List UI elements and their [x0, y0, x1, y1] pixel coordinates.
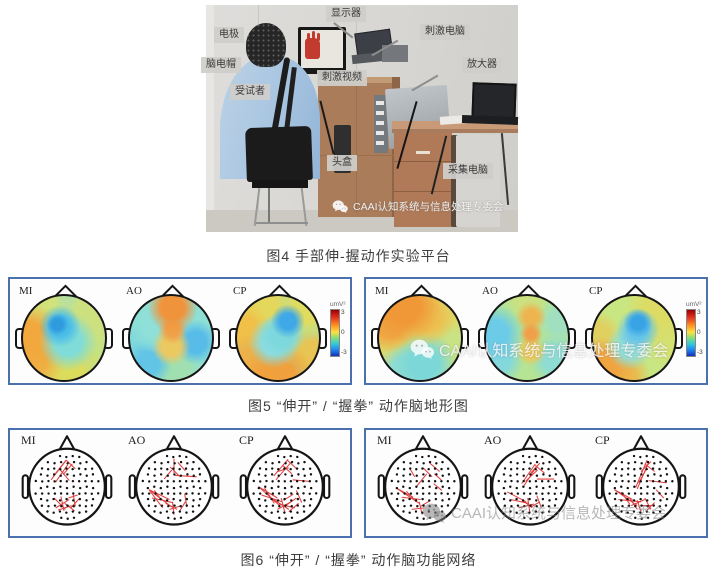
colorbar-ticks: 3 0 -3	[340, 309, 352, 359]
colorbar-gradient	[686, 309, 696, 357]
topomap-cp: CP	[229, 279, 327, 383]
photo-label-electrode: 电极	[214, 27, 244, 43]
watermark-text: CAAI认知系统与信息处理专委会	[353, 201, 504, 213]
network-head-cp: CP	[235, 431, 335, 537]
scalp-map	[377, 294, 463, 382]
photo-drawer-handle	[416, 151, 430, 154]
figure5-panel-extend: MI AO CP umV² 3 0 -3	[8, 277, 352, 385]
photo-label-monitor: 显示器	[326, 6, 366, 22]
photo-label-headbox: 头盒	[327, 155, 357, 171]
wechat-icon	[410, 339, 434, 359]
photo-label-stim-computer: 刺激电脑	[420, 24, 470, 40]
photo-hand-finger	[312, 31, 315, 40]
topomap-ao: AO	[478, 279, 576, 383]
photo-watermark: CAAI认知系统与信息处理专委会	[332, 199, 504, 214]
figure5-watermark: CAAI认知系统与信息处理专委会	[410, 337, 668, 361]
map-label: MI	[21, 433, 36, 447]
colorbar-label: umV²	[686, 301, 702, 308]
photo-desk-surface	[392, 121, 518, 130]
network-plot	[239, 435, 331, 526]
photo-label-acq-computer: 采集电脑	[443, 163, 493, 179]
network-head-ao: AO	[480, 431, 580, 537]
map-label: MI	[19, 285, 33, 297]
map-label: MI	[377, 433, 392, 447]
colorbar-tick: 3	[697, 309, 701, 316]
colorbar-tick: 0	[697, 329, 701, 336]
map-label: AO	[482, 285, 498, 297]
map-label: CP	[589, 285, 603, 297]
figure5-panel-fist: MI AO CP umV² 3 0 -3 CAAI认知系统与信息处理专委会	[364, 277, 708, 385]
network-head-cp: CP	[591, 431, 691, 537]
topomap-mi: MI	[15, 279, 113, 383]
colorbar: umV² 3 0 -3	[686, 301, 708, 357]
network-plot	[484, 435, 576, 526]
colorbar-tick: 3	[341, 309, 345, 316]
map-label: MI	[375, 285, 389, 297]
watermark-text: CAAI认知系统与信息处理专委会	[451, 505, 667, 522]
photo-hand-finger	[307, 33, 310, 41]
photo-drawer-seam	[394, 191, 452, 192]
photo-cabinet-seam	[319, 155, 399, 156]
wall-left-strip	[206, 5, 214, 232]
photo-drawer-seam	[394, 161, 452, 162]
photo-chair-back	[245, 125, 313, 183]
photo-label-subject: 受试者	[230, 84, 270, 100]
network-plot	[128, 435, 220, 526]
scalp-map	[128, 294, 214, 382]
scalp-map	[21, 294, 107, 382]
photo-chair-bar	[256, 222, 308, 224]
photo-label-eeg-cap: 脑电帽	[201, 57, 241, 73]
figure6-panel-fist: MI AO CP CAAI认知系统与信息处理专委会	[364, 428, 708, 538]
colorbar-ticks: 3 0 -3	[696, 309, 708, 359]
figure4-caption: 图4 手部伸-握动作实验平台	[266, 248, 451, 264]
photo-eeg-cap	[246, 23, 286, 67]
photo-device-box	[382, 45, 408, 62]
colorbar-label: umV²	[330, 301, 346, 308]
figure6-panel-extend: MI AO CP	[8, 428, 352, 538]
colorbar-gradient	[330, 309, 340, 357]
colorbar-tick: -3	[697, 349, 703, 356]
photo-chair-seat	[252, 180, 308, 188]
photo-cable	[500, 133, 510, 205]
scalp-map	[235, 294, 321, 382]
figure5-caption: 图5 “伸开” / “握拳” 动作脑地形图	[248, 398, 469, 414]
network-head-mi: MI	[17, 431, 117, 537]
photo-amplifier-connectors	[376, 101, 384, 145]
photo-pc-tower	[456, 135, 500, 227]
network-plot	[21, 435, 113, 526]
topomap-ao: AO	[122, 279, 220, 383]
figure6-watermark: CAAI认知系统与信息处理专委会	[422, 502, 666, 523]
photo-chair-leg	[268, 188, 270, 222]
map-label: AO	[126, 285, 142, 297]
topomap-cp: CP	[585, 279, 683, 383]
photo-label-amplifier: 放大器	[462, 57, 502, 73]
wechat-icon	[422, 503, 446, 523]
scalp-map	[591, 294, 677, 382]
colorbar-tick: -3	[341, 349, 347, 356]
map-label: AO	[128, 433, 146, 447]
figure6-caption: 图6 “伸开” / “握拳” 动作脑功能网络	[240, 552, 477, 568]
photo-hand-finger	[317, 33, 320, 41]
topomap-mi: MI	[371, 279, 469, 383]
network-head-mi: MI	[373, 431, 473, 537]
photo-desk-edge	[392, 129, 518, 133]
network-plot	[595, 435, 687, 526]
colorbar-tick: 0	[341, 329, 345, 336]
network-plot	[377, 435, 469, 526]
photo-cabinet-seam	[356, 83, 357, 213]
map-label: CP	[233, 285, 247, 297]
scalp-map	[484, 294, 570, 382]
colorbar: umV² 3 0 -3	[330, 301, 352, 357]
map-label: CP	[239, 433, 254, 447]
network-head-ao: AO	[124, 431, 224, 537]
figure4-photo: 显示器 电极 刺激电脑 脑电帽 刺激视频 放大器 受试者 头盒 采集电脑 CAA…	[201, 5, 519, 232]
watermark-text: CAAI认知系统与信息处理专委会	[439, 343, 669, 360]
photo-label-stim-video: 刺激视频	[317, 70, 367, 86]
wechat-icon	[332, 200, 348, 213]
map-label: CP	[595, 433, 610, 447]
photo-hand-image	[305, 38, 320, 59]
map-label: AO	[484, 433, 502, 447]
